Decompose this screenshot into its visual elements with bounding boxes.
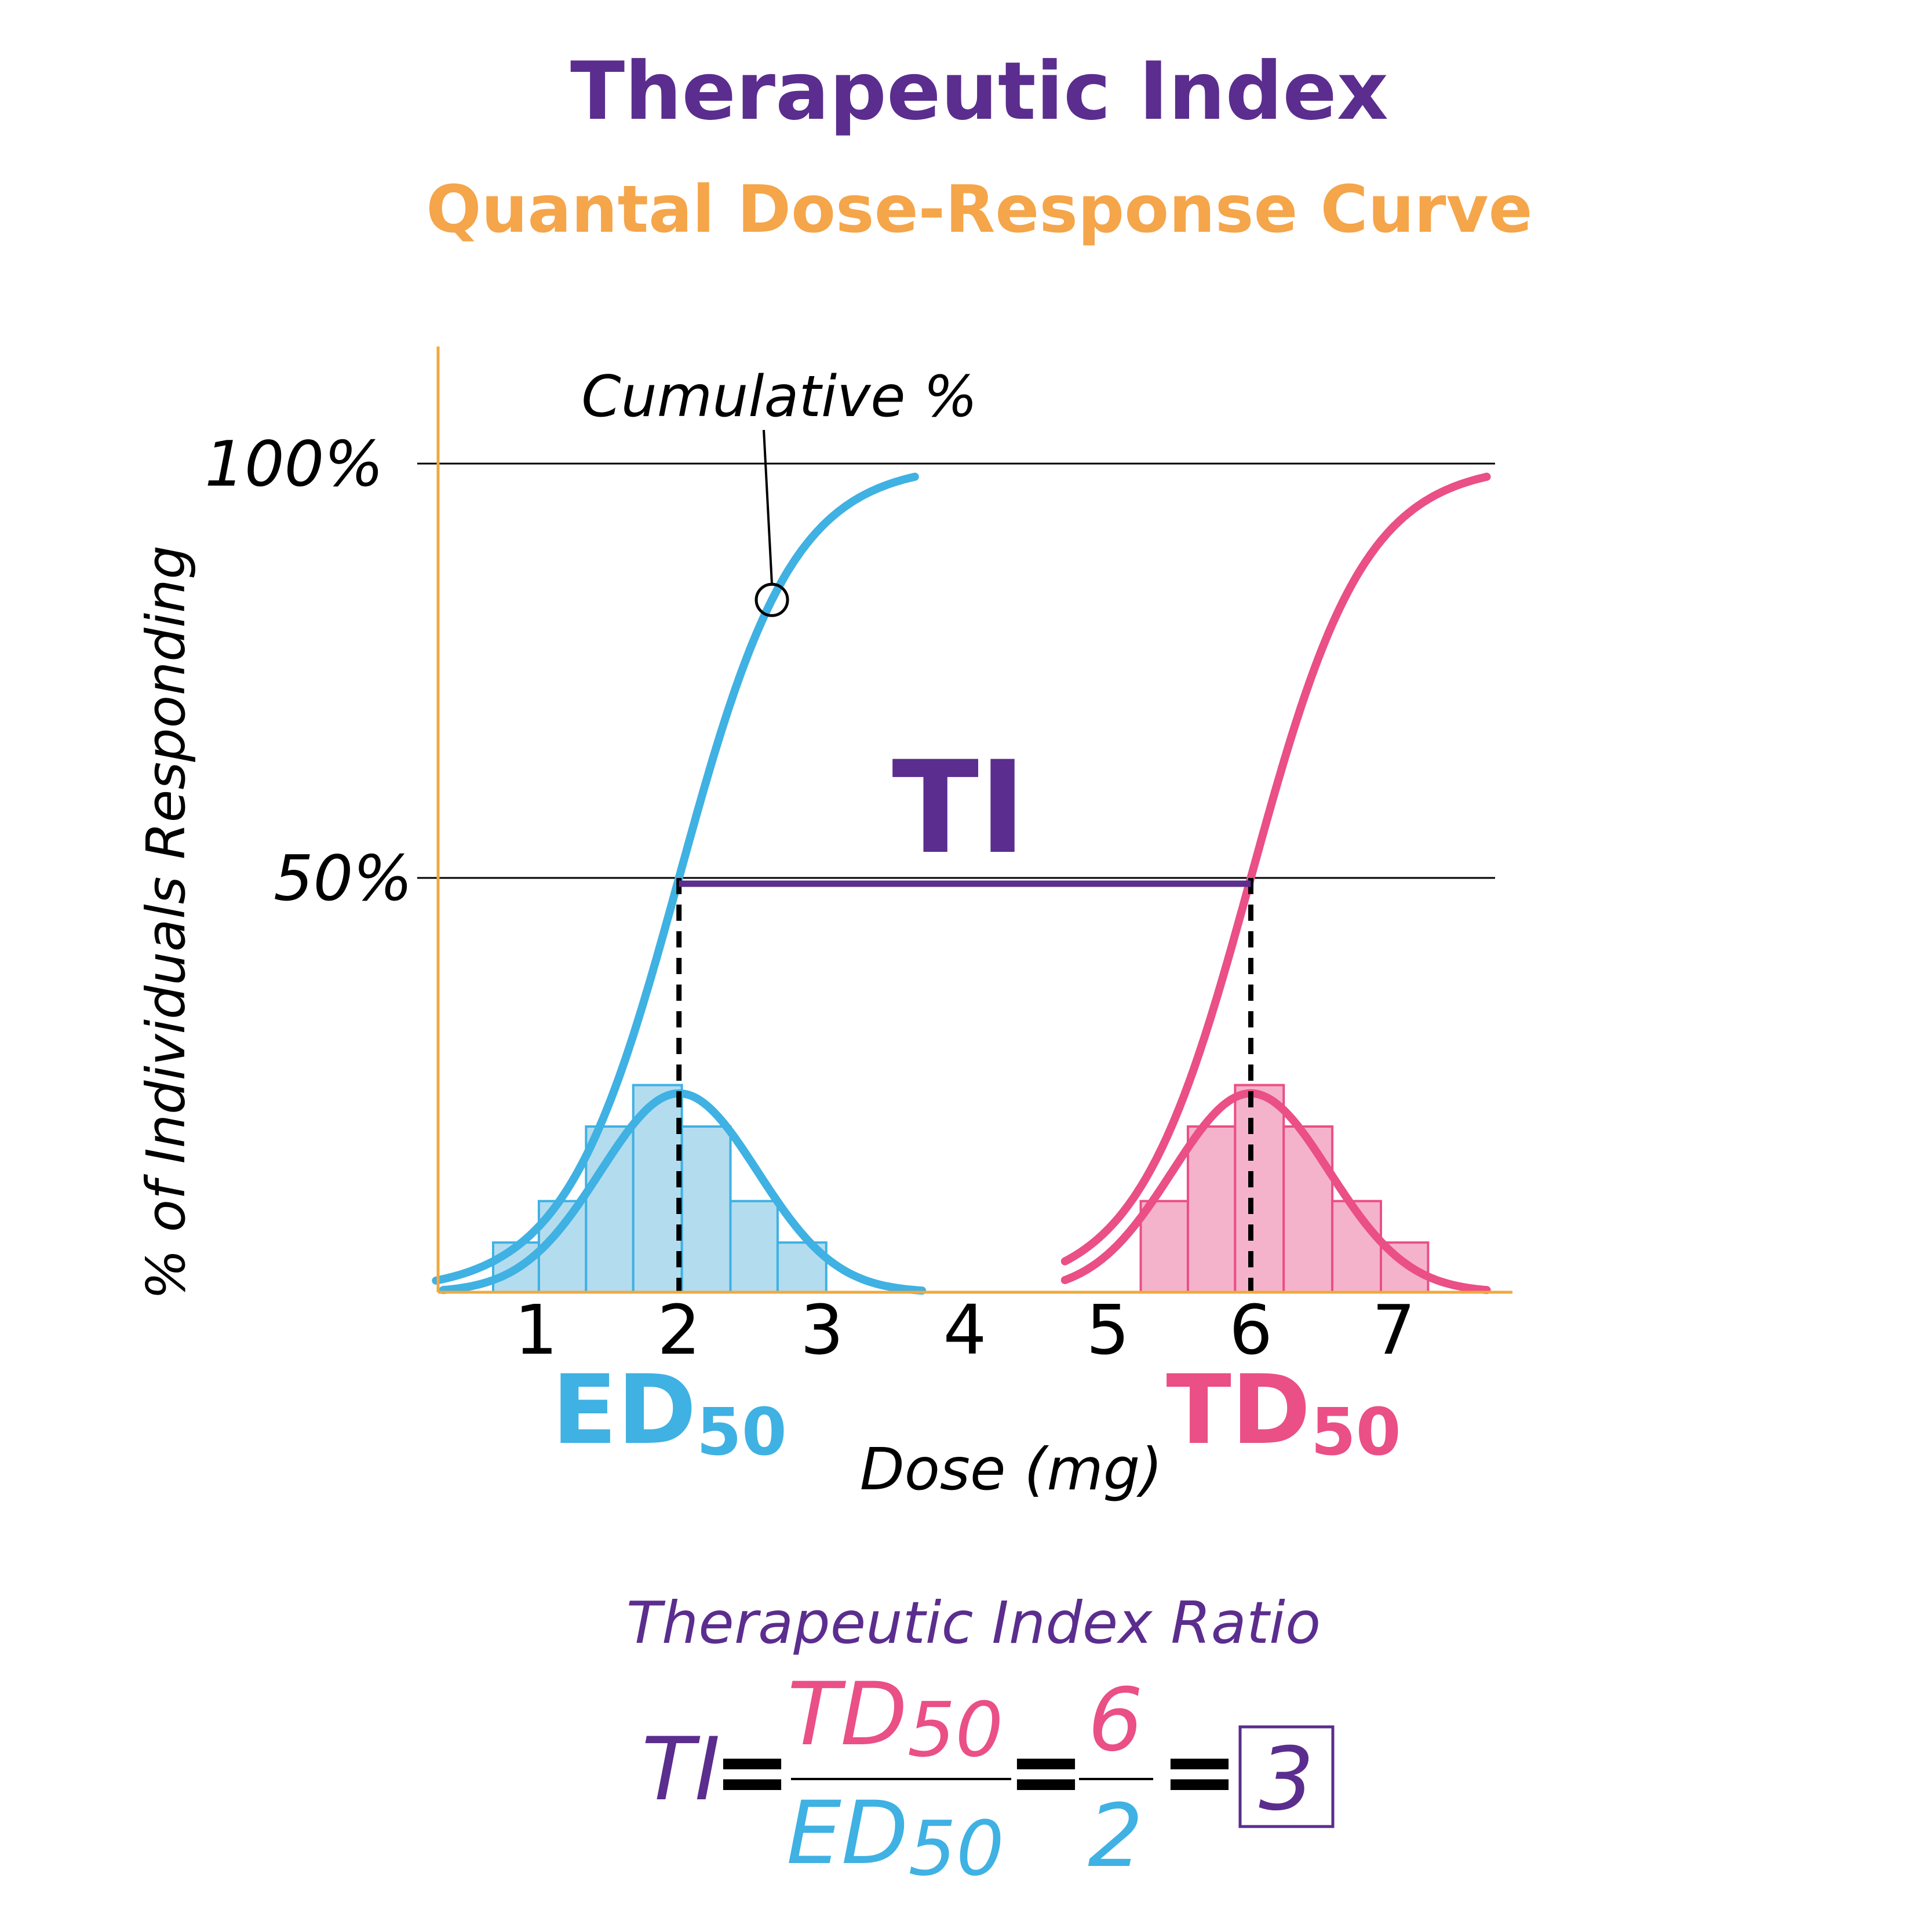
histogram-bar bbox=[1139, 1200, 1189, 1293]
x-tick-label: 4 bbox=[943, 1290, 987, 1370]
gridlines bbox=[417, 462, 1495, 879]
ed50-distribution-curve bbox=[439, 1089, 927, 1295]
ti-label: TI bbox=[892, 734, 1026, 882]
ratio-equals-2: = bbox=[1007, 1717, 1085, 1825]
histogram-bar bbox=[1234, 1084, 1285, 1293]
histogram-bar bbox=[1282, 1125, 1334, 1293]
ratio-numerator: TD50 bbox=[788, 1664, 1004, 1774]
x-axis-title: Dose (mg) bbox=[860, 1435, 1163, 1503]
ratio-ti: TI bbox=[641, 1719, 720, 1820]
td50-distribution-curve bbox=[1060, 1089, 1491, 1295]
y-tick-labels: 50% 100% bbox=[205, 428, 413, 915]
ratio-equals-1: = bbox=[713, 1717, 791, 1825]
histogram-bar bbox=[680, 1125, 732, 1293]
y-tick-label: 100% bbox=[205, 428, 384, 501]
ratio-den-value: 2 bbox=[1088, 1786, 1143, 1887]
x-tick-label: 6 bbox=[1229, 1290, 1273, 1370]
chart-subtitle: Quantal Dose-Response Curve bbox=[426, 172, 1532, 247]
x-tick-label: 7 bbox=[1372, 1290, 1416, 1370]
ratio-result-box bbox=[1238, 1725, 1335, 1828]
ratio-heading: Therapeutic Index Ratio bbox=[626, 1589, 1321, 1657]
ratio-denominator: ED50 bbox=[786, 1783, 1004, 1893]
x-tick-label: 2 bbox=[657, 1290, 701, 1370]
x-tick-labels: 1 2 3 4 5 6 7 bbox=[514, 1290, 1415, 1370]
ratio-result: 3 bbox=[1259, 1729, 1314, 1830]
td50-label: TD50 bbox=[1166, 1354, 1401, 1470]
x-tick-label: 5 bbox=[1086, 1290, 1129, 1370]
ed50-cumulative-curve bbox=[432, 472, 919, 1285]
chart-title: Therapeutic Index bbox=[570, 45, 1388, 138]
cumulative-label: Cumulative % bbox=[581, 364, 978, 430]
cumulative-leader-line bbox=[763, 429, 774, 585]
ed50-label: ED50 bbox=[552, 1354, 787, 1470]
x-tick-label: 3 bbox=[800, 1290, 844, 1370]
cumulative-marker bbox=[754, 582, 789, 617]
td50-cumulative-curve bbox=[1060, 472, 1491, 1266]
y-tick-label: 50% bbox=[274, 843, 413, 915]
x-tick-label: 1 bbox=[514, 1290, 557, 1370]
histogram-bar bbox=[729, 1200, 779, 1293]
ratio-equals-3: = bbox=[1161, 1717, 1238, 1825]
histogram-bar bbox=[1186, 1125, 1237, 1293]
ed50-histogram bbox=[491, 1084, 828, 1293]
ratio-num-value: 6 bbox=[1088, 1670, 1143, 1771]
y-axis-title: % of Individuals Responding bbox=[135, 545, 197, 1300]
